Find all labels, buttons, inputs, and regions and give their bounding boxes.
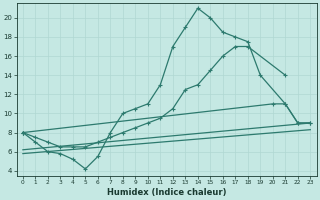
X-axis label: Humidex (Indice chaleur): Humidex (Indice chaleur) — [107, 188, 226, 197]
